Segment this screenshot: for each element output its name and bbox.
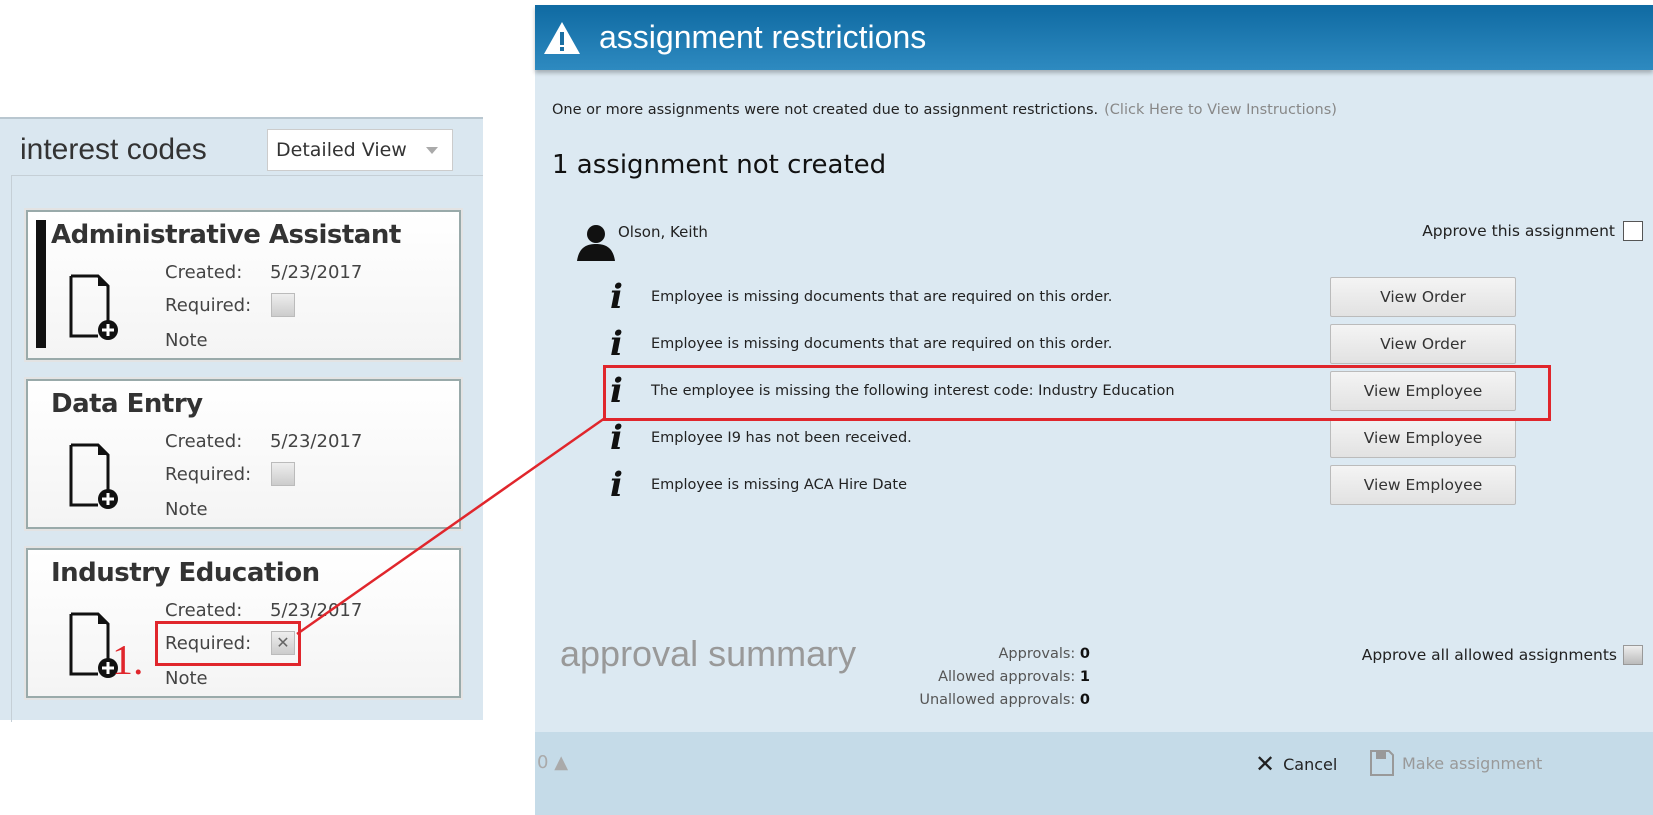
restriction-text: Employee is missing documents that are r… (651, 336, 1113, 352)
dialog-header: assignment restrictions (535, 5, 1653, 70)
note-label: Note (165, 330, 208, 351)
created-label: Created: (165, 600, 243, 621)
required-checkbox[interactable] (271, 462, 295, 486)
restriction-row: i Employee is missing documents that are … (610, 277, 1610, 317)
card-title: Industry Education (51, 558, 320, 588)
person-icon (577, 225, 615, 261)
warning-icon (544, 21, 580, 54)
restriction-text: Employee is missing documents that are r… (651, 289, 1113, 305)
info-icon: i (610, 324, 623, 364)
restriction-row: i Employee is missing ACA Hire Date View E… (610, 465, 1610, 505)
restriction-row: i Employee I9 has not been received. View … (610, 418, 1610, 458)
close-icon: ✕ (1255, 750, 1276, 778)
warning-icon: ▲ (554, 752, 569, 773)
restriction-text: Employee I9 has not been received. (651, 430, 912, 446)
instructions-link[interactable]: (Click Here to View Instructions) (1104, 102, 1337, 118)
chevron-down-icon (426, 147, 438, 154)
view-select[interactable]: Detailed View (267, 129, 453, 171)
summary-stats: Approvals: 0 Allowed approvals: 1 Unallo… (865, 643, 1090, 712)
dialog-footer: 0 ▲ ✕ Cancel Make assignment (535, 732, 1653, 815)
info-icon: i (610, 465, 623, 505)
message-text: One or more assignments were not created… (552, 102, 1099, 118)
approve-checkbox[interactable] (1623, 221, 1643, 241)
panel-title: interest codes (20, 133, 207, 166)
approve-all-checkbox[interactable] (1623, 645, 1643, 665)
save-icon (1370, 750, 1394, 776)
annotation-number: 1. (112, 638, 144, 684)
info-icon: i (610, 418, 623, 458)
created-date: 5/23/2017 (270, 262, 363, 283)
created-date: 5/23/2017 (270, 431, 363, 452)
cancel-button[interactable]: ✕ Cancel (1255, 750, 1337, 778)
count-heading: 1 assignment not created (552, 150, 887, 180)
required-checkbox[interactable]: ✕ (271, 631, 295, 655)
unallowed-label: Unallowed approvals: (919, 692, 1076, 708)
approvals-label: Approvals: (998, 646, 1076, 662)
required-label: Required: (165, 633, 252, 654)
approve-all-label: Approve all allowed assignments (1361, 646, 1617, 664)
restriction-text: Employee is missing ACA Hire Date (651, 477, 907, 493)
unallowed-value: 0 (1079, 692, 1090, 708)
required-label: Required: (165, 295, 252, 316)
view-button[interactable]: View Employee (1330, 418, 1516, 458)
cancel-label: Cancel (1283, 754, 1338, 774)
created-label: Created: (165, 262, 243, 283)
approve-all[interactable]: Approve all allowed assignments (1362, 645, 1643, 665)
summary-title: approval summary (560, 633, 857, 674)
created-date: 5/23/2017 (270, 600, 363, 621)
allowed-value: 1 (1079, 669, 1090, 685)
view-button[interactable]: View Order (1330, 324, 1516, 364)
restriction-row: i The employee is missing the following i… (610, 371, 1610, 411)
restriction-row: i Employee is missing documents that are … (610, 324, 1610, 364)
required-checkbox[interactable] (271, 293, 295, 317)
approve-label: Approve this assignment (1422, 222, 1615, 240)
make-assignment-button[interactable]: Make assignment (1370, 750, 1542, 776)
card-title: Administrative Assistant (51, 220, 401, 250)
view-select-value: Detailed View (276, 139, 407, 161)
interest-code-card[interactable]: Data Entry Created: 5/23/2017 Required: … (26, 379, 461, 529)
restriction-message: One or more assignments were not created… (552, 102, 1337, 118)
info-icon: i (610, 277, 623, 317)
highlight-box (603, 365, 1551, 421)
card-title: Data Entry (51, 389, 203, 419)
add-document-icon (69, 443, 118, 509)
interest-code-card[interactable]: Administrative Assistant Created: 5/23/2… (26, 210, 461, 360)
allowed-label: Allowed approvals: (938, 669, 1076, 685)
created-label: Created: (165, 431, 243, 452)
required-label: Required: (165, 464, 252, 485)
dialog-title: assignment restrictions (599, 19, 927, 55)
warning-count: 0 ▲ (537, 752, 568, 773)
info-icon: i (610, 371, 623, 411)
make-label: Make assignment (1402, 753, 1543, 773)
note-label: Note (165, 499, 208, 520)
view-button[interactable]: View Employee (1330, 465, 1516, 505)
restriction-text: The employee is missing the following in… (651, 383, 1175, 399)
warning-count-value: 0 (537, 752, 549, 773)
add-document-icon (69, 274, 118, 340)
view-button[interactable]: View Employee (1330, 371, 1516, 411)
view-button[interactable]: View Order (1330, 277, 1516, 317)
employee-name: Olson, Keith (618, 223, 708, 241)
selected-indicator (36, 220, 46, 348)
interest-code-list (11, 175, 483, 722)
note-label: Note (165, 668, 208, 689)
approvals-value: 0 (1079, 646, 1090, 662)
assignment-restrictions-dialog: assignment restrictions One or more assi… (535, 5, 1653, 815)
add-document-icon (69, 612, 118, 678)
approve-assignment[interactable]: Approve this assignment (1422, 221, 1643, 241)
required-highlight-box (155, 621, 301, 666)
